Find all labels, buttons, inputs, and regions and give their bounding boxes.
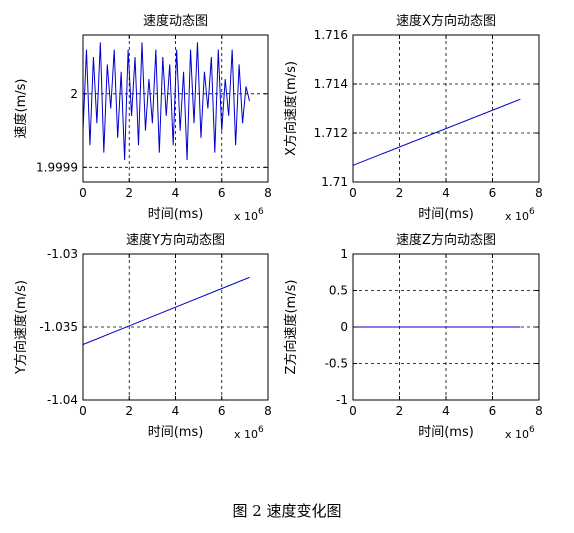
y-tick-label: 1.9999 bbox=[36, 160, 78, 174]
y-tick-label: -1.03 bbox=[47, 247, 78, 261]
x-axis-label: 时间(ms) bbox=[148, 207, 204, 222]
y-tick-label: -1 bbox=[336, 393, 348, 407]
x-tick-label: 6 bbox=[218, 404, 226, 418]
y-tick-label: 1.71 bbox=[321, 175, 348, 189]
y-axis-label: Z方向速度(m/s) bbox=[283, 280, 299, 375]
x-tick-label: 6 bbox=[218, 186, 226, 200]
y-tick-label: 1.714 bbox=[314, 77, 348, 91]
y-tick-label: -0.5 bbox=[325, 357, 348, 371]
x-tick-label: 4 bbox=[442, 186, 450, 200]
x-axis-label: 时间(ms) bbox=[418, 425, 474, 440]
series-line-1 bbox=[352, 98, 521, 166]
x-tick-label: 0 bbox=[349, 186, 357, 200]
chart-title: 速度Y方向动态图 bbox=[126, 232, 225, 248]
y-axis-label: X方向速度(m/s) bbox=[283, 61, 299, 156]
x-tick-label: 8 bbox=[264, 404, 272, 418]
x-tick-label: 4 bbox=[172, 186, 180, 200]
series-line-1 bbox=[82, 276, 250, 345]
x-multiplier: x 106 bbox=[505, 425, 535, 441]
x-tick-label: 0 bbox=[349, 404, 357, 418]
y-tick-label: 1 bbox=[340, 247, 348, 261]
y-tick-label: 2 bbox=[70, 87, 78, 101]
x-multiplier: x 106 bbox=[505, 207, 535, 223]
x-tick-label: 8 bbox=[264, 186, 272, 200]
x-tick-label: 0 bbox=[79, 186, 87, 200]
x-tick-label: 8 bbox=[535, 404, 543, 418]
x-tick-label: 2 bbox=[125, 186, 133, 200]
x-tick-label: 4 bbox=[442, 404, 450, 418]
x-multiplier: x 106 bbox=[234, 207, 264, 223]
y-tick-label: 1.712 bbox=[314, 126, 348, 140]
x-tick-label: 4 bbox=[172, 404, 180, 418]
x-multiplier: x 106 bbox=[234, 425, 264, 441]
x-tick-label: 2 bbox=[396, 186, 404, 200]
y-tick-label: 1.716 bbox=[314, 28, 348, 42]
x-tick-label: 2 bbox=[396, 404, 404, 418]
chart-title: 速度动态图 bbox=[143, 13, 208, 29]
x-axis-label: 时间(ms) bbox=[418, 207, 474, 222]
chart-title: 速度Z方向动态图 bbox=[396, 232, 496, 248]
x-tick-label: 2 bbox=[125, 404, 133, 418]
y-tick-label: 0 bbox=[340, 320, 348, 334]
x-tick-label: 6 bbox=[489, 186, 497, 200]
x-tick-label: 8 bbox=[535, 186, 543, 200]
y-tick-label: -1.035 bbox=[39, 320, 78, 334]
y-tick-label: 0.5 bbox=[329, 284, 348, 298]
y-tick-label: -1.04 bbox=[47, 393, 78, 407]
series-line-1 bbox=[82, 42, 250, 160]
x-axis-label: 时间(ms) bbox=[148, 425, 204, 440]
figure-caption: 图 2 速度变化图 bbox=[232, 502, 342, 520]
x-tick-label: 6 bbox=[489, 404, 497, 418]
chart-title: 速度X方向动态图 bbox=[396, 13, 496, 29]
x-tick-label: 0 bbox=[79, 404, 87, 418]
y-axis-label: 速度(m/s) bbox=[13, 79, 29, 139]
y-axis-label: Y方向速度(m/s) bbox=[13, 280, 29, 375]
